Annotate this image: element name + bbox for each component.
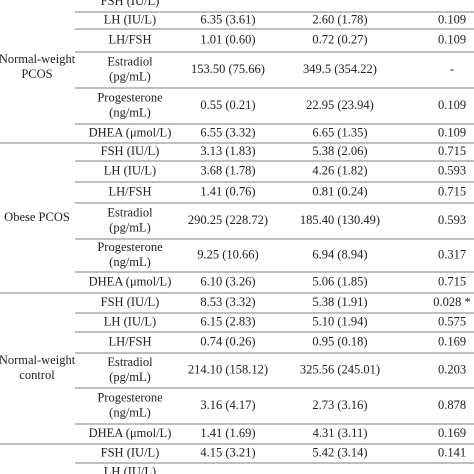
group-label: Obese PCOS <box>4 210 70 224</box>
cell-col1: 1.41 (1.69) <box>200 426 255 440</box>
cell-col1: 0.74 (0.26) <box>200 334 255 348</box>
cell-p: 0.715 <box>438 144 466 158</box>
cell-p: 0.715 <box>438 184 466 198</box>
parameter: (ng/mL) <box>109 105 151 119</box>
cell-col1: 0.55 (0.21) <box>200 98 255 112</box>
cell-col1: 3.16 (4.17) <box>200 398 255 412</box>
cell-p: 0.169 <box>438 426 466 440</box>
cell-col2: 6.94 (8.94) <box>312 247 367 261</box>
cell-col2: 4.31 (3.11) <box>313 426 368 440</box>
group-label: Normal-weight <box>0 52 76 66</box>
cell-col2: 0.81 (0.24) <box>312 184 367 198</box>
cell-col1: 290.25 (228.72) <box>188 213 268 227</box>
cell-col2: 5.10 (1.94) <box>312 314 367 328</box>
cell-col2: 6.65 (1.35) <box>312 125 367 139</box>
cell-col2: 0.72 (0.27) <box>312 32 367 46</box>
cell-col2: 5.42 (3.14) <box>312 445 367 459</box>
cell-p: - <box>450 62 454 76</box>
cell-p: 0.109 <box>438 98 466 112</box>
cell-col2: 0.95 (0.18) <box>312 334 367 348</box>
cell-col1: 153.50 (75.66) <box>191 62 265 76</box>
cell-col1: 9.25 (10.66) <box>197 247 258 261</box>
cell-col1: 6.55 (3.32) <box>200 125 255 139</box>
cell-p: 0.878 <box>438 398 466 412</box>
cell-col1: 3.68 (1.78) <box>200 163 255 177</box>
parameter: FSH (IU/L) <box>101 295 160 309</box>
cell-p: 0.169 <box>438 334 466 348</box>
cell-col2: 2.73 (3.16) <box>312 398 367 412</box>
cell-col2: 4.26 (1.82) <box>312 163 367 177</box>
cell-col1: 6.10 (3.26) <box>200 274 255 288</box>
cell-p: 0.109 <box>438 12 466 26</box>
cell-col2: 5.38 (1.91) <box>312 295 367 309</box>
parameter: Progesterone <box>97 90 163 104</box>
cell-p: 0.715 <box>438 274 466 288</box>
parameter: FSH (IU/L) <box>101 0 160 8</box>
group-label: Normal-weight <box>0 353 76 367</box>
cell-p: 0.028 * <box>433 295 471 309</box>
parameter: LH (IU/L) <box>104 314 156 328</box>
parameter: Estradiol <box>107 205 153 219</box>
parameter: (ng/mL) <box>109 405 151 419</box>
cell-p: 0.203 <box>438 362 466 376</box>
cell-p: 0.593 <box>438 163 466 177</box>
cell-col2: 325.56 (245.01) <box>300 362 380 376</box>
cell-p: 0.593 <box>438 213 466 227</box>
cell-col1: 6.15 (2.83) <box>200 314 255 328</box>
cell-p: 0.317 <box>438 247 466 261</box>
cell-col1: 214.10 (158.12) <box>188 362 268 376</box>
cell-col2: 2.60 (1.78) <box>312 12 367 26</box>
cell-p: 0.141 <box>438 445 466 459</box>
parameter: LH (IU/L) <box>104 163 156 177</box>
cell-col1: 3.13 (1.83) <box>200 144 255 158</box>
cell-p: 0.109 <box>438 32 466 46</box>
cell-col2: 185.40 (130.49) <box>300 213 380 227</box>
parameter: LH/FSH <box>108 32 151 46</box>
parameter: DHEA (μmol/L) <box>89 426 172 440</box>
group-label: PCOS <box>21 67 52 81</box>
parameter: Progesterone <box>97 240 163 254</box>
cell-col1: 1.01 (0.60) <box>200 32 255 46</box>
parameter: (pg/mL) <box>109 220 151 234</box>
cell-p: 0.575 <box>438 314 466 328</box>
cell-p: 0.109 <box>438 125 466 139</box>
parameter: DHEA (μmol/L) <box>89 274 172 288</box>
cell-col2: 5.38 (2.06) <box>312 144 367 158</box>
cell-col1: 1.41 (0.76) <box>200 184 255 198</box>
cell-col1: 4.15 (3.21) <box>200 445 255 459</box>
parameter: (ng/mL) <box>109 255 151 269</box>
parameter: (pg/mL) <box>109 69 151 83</box>
parameter: LH/FSH <box>108 184 151 198</box>
group-label: control <box>19 368 55 382</box>
parameter: Estradiol <box>107 355 153 369</box>
parameter: LH (IU/L) <box>104 12 156 26</box>
cell-col2: 5.06 (1.85) <box>312 274 367 288</box>
parameter: Estradiol <box>107 54 153 68</box>
parameter: DHEA (μmol/L) <box>89 125 172 139</box>
parameter: (pg/mL) <box>109 370 151 384</box>
cell-col1: 8.53 (3.32) <box>200 295 255 309</box>
cell-col1: 6.35 (3.61) <box>200 12 255 26</box>
cell-col2: 349.5 (354.22) <box>303 62 377 76</box>
parameter: Progesterone <box>97 390 163 404</box>
parameter: FSH (IU/L) <box>101 445 160 459</box>
parameter: LH/FSH <box>108 334 151 348</box>
cell-col2: 22.95 (23.94) <box>306 98 374 112</box>
parameter: FSH (IU/L) <box>101 144 160 158</box>
parameter: LH (IU/L) <box>104 464 156 474</box>
